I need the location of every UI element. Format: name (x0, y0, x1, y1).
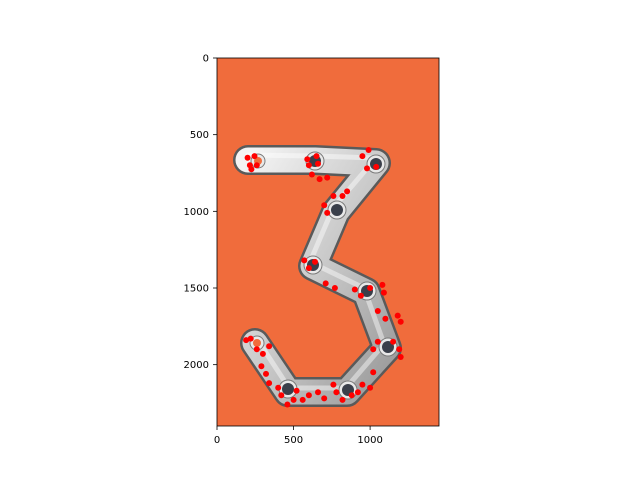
scatter-point (253, 346, 260, 353)
scatter-point (315, 389, 321, 396)
y-tick-label: 500 (190, 130, 209, 141)
scatter-point (299, 396, 306, 403)
scatter-point (351, 286, 358, 293)
y-tick-label: 1000 (184, 207, 209, 218)
scatter-point (370, 369, 377, 376)
scatter-point (394, 312, 401, 319)
scatter-point (359, 381, 366, 388)
scatter-point (275, 384, 282, 391)
scatter-point (305, 265, 312, 272)
scatter-point (374, 338, 381, 345)
scatter-point (284, 401, 291, 408)
scatter-point (266, 380, 273, 387)
scatter-point (364, 165, 370, 172)
scatter-point (305, 162, 312, 169)
scatter-point (354, 389, 361, 396)
scatter-point (339, 193, 346, 199)
scatter-point (266, 343, 273, 350)
x-axis: 0 500 1000 (214, 426, 383, 446)
axes-frame (216, 57, 440, 427)
scatter-point (330, 381, 337, 388)
x-tick-label: 0 (214, 435, 220, 446)
scatter-point (304, 156, 311, 163)
scatter-point (243, 337, 250, 344)
scatter-point (244, 154, 251, 161)
scatter-point (259, 350, 266, 357)
scatter-point (367, 285, 374, 291)
scatter-point (367, 384, 374, 391)
scatter-point (313, 153, 320, 160)
scatter-point (322, 280, 329, 287)
scatter-point (316, 176, 323, 183)
y-tick-label: 0 (203, 54, 209, 65)
scatter-point (258, 363, 265, 370)
chain-pin (282, 383, 294, 395)
scatter-point (324, 209, 331, 216)
scatter-point (380, 289, 387, 296)
scatter-point (390, 338, 397, 345)
scatter-point (308, 171, 315, 178)
scatter-point (359, 153, 366, 160)
scatter-point (305, 392, 312, 399)
chain-pin (331, 204, 343, 216)
scatter-point (251, 153, 258, 160)
plot-area (217, 58, 439, 426)
scatter-point (263, 370, 269, 377)
y-axis: 0 500 1000 1500 2000 (184, 54, 217, 371)
scatter-point (278, 392, 285, 399)
chain-pin (253, 339, 261, 347)
scatter-point (348, 392, 355, 399)
y-tick-label: 1500 (184, 284, 209, 295)
scatter-point (330, 193, 337, 199)
scatter-point (333, 389, 340, 396)
scatter-point (315, 160, 321, 167)
scatter-point (312, 258, 318, 265)
x-tick-label: 500 (284, 435, 303, 446)
scatter-point (331, 285, 338, 291)
scatter-point (293, 387, 300, 394)
scatter-point (339, 396, 346, 403)
scatter-point (382, 315, 389, 322)
scatter-point (374, 308, 381, 314)
scatter-point (301, 257, 308, 264)
scatter-point (397, 318, 404, 325)
scatter-point (247, 335, 254, 342)
scatter-point (373, 163, 380, 170)
scatter-point (253, 162, 260, 169)
y-tick-label: 2000 (184, 360, 209, 371)
scatter-point (324, 174, 331, 181)
scatter-points (243, 147, 404, 408)
scatter-point (290, 396, 297, 403)
x-tick-label: 1000 (357, 435, 382, 446)
scatter-point (379, 281, 386, 288)
scatter-point (321, 202, 328, 209)
scatter-point (357, 292, 364, 299)
scatter-point (370, 346, 377, 353)
scatter-point (365, 147, 372, 153)
scatter-point (397, 354, 404, 360)
chain-pin (382, 341, 394, 353)
scatter-point (248, 166, 255, 173)
scatter-point (396, 346, 403, 353)
chain-highlight (245, 152, 387, 391)
scatter-point (321, 395, 328, 402)
scatter-point (344, 188, 351, 195)
